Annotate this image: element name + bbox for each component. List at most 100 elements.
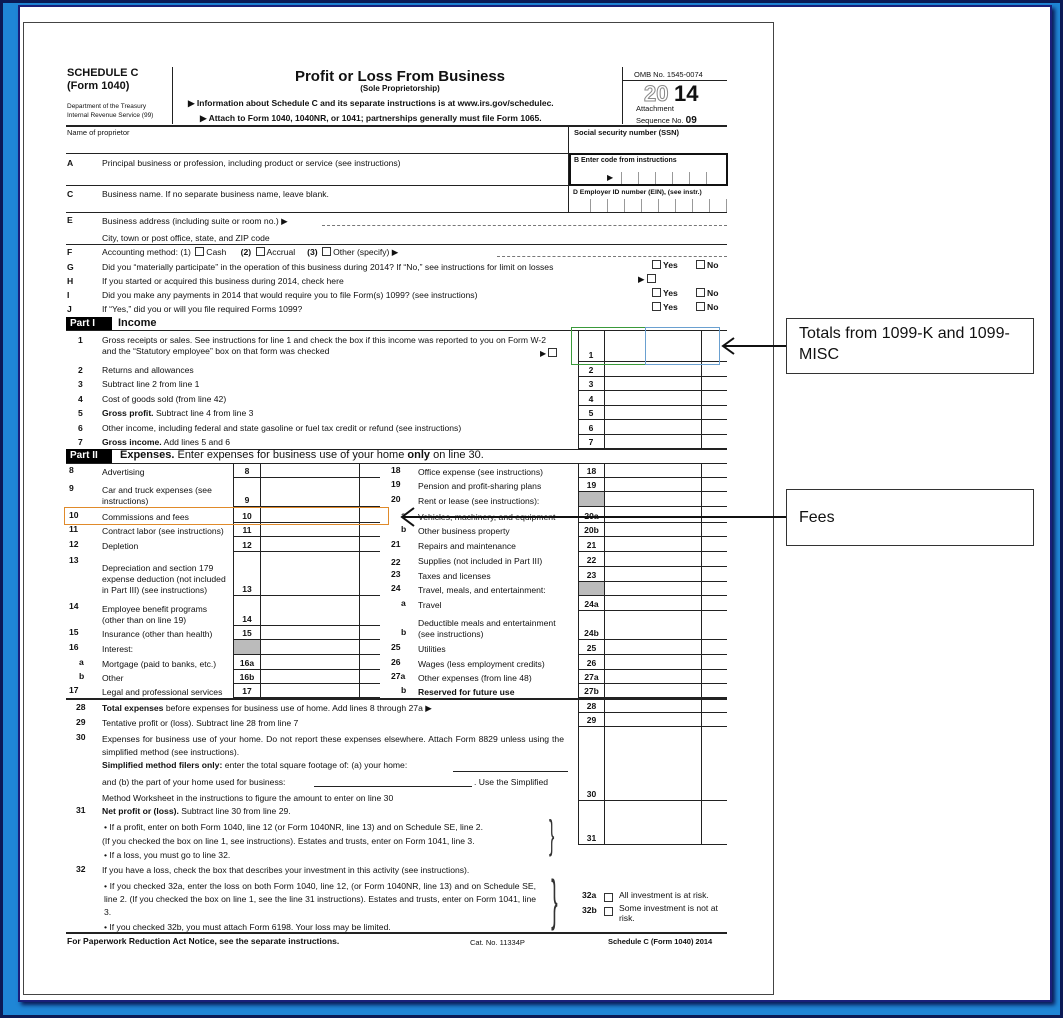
- arrow-totals: [721, 337, 786, 355]
- expense-15-label: Insurance (other than health): [102, 629, 213, 639]
- expense-21-amount[interactable]: [604, 537, 727, 552]
- expense-10-amount[interactable]: [260, 507, 380, 523]
- footer-notice: For Paperwork Reduction Act Notice, see …: [67, 936, 340, 946]
- line-3-amount[interactable]: [604, 377, 727, 391]
- line-code: 23: [578, 567, 604, 582]
- irs: Internal Revenue Service (99): [67, 112, 154, 119]
- line-29-label: Tentative profit or (loss). Subtract lin…: [102, 718, 299, 728]
- expense-12-amount[interactable]: [260, 537, 380, 552]
- expense-17-amount[interactable]: [260, 684, 380, 698]
- expense-16a-amount[interactable]: [260, 655, 380, 670]
- expense-16-label: Interest:: [102, 644, 134, 654]
- highlight-line10: [64, 507, 389, 525]
- at-risk-some-checkbox[interactable]: [604, 907, 613, 916]
- yes-checkbox[interactable]: [652, 288, 661, 297]
- question-F: Accounting method: (1) Cash (2) Accrual …: [102, 247, 399, 257]
- line-code: 20b: [578, 523, 604, 537]
- other-method-field[interactable]: [497, 256, 727, 257]
- line-4-amount[interactable]: [604, 391, 727, 406]
- yes-checkbox[interactable]: [652, 302, 661, 311]
- expense-16b-amount[interactable]: [260, 670, 380, 684]
- expense-24a-label: Travel: [418, 600, 442, 610]
- schedule-name: SCHEDULE C: [67, 67, 139, 79]
- year-outline: 20: [643, 81, 669, 107]
- line-number: 8: [69, 465, 74, 475]
- line-number: b: [401, 627, 407, 637]
- expense-13-amount[interactable]: [260, 552, 380, 596]
- expense-9-amount[interactable]: [260, 478, 380, 507]
- other-method-checkbox[interactable]: [322, 247, 332, 256]
- expense-24b-amount[interactable]: [604, 611, 727, 640]
- question-letter: F: [67, 247, 73, 257]
- line-number: 17: [69, 685, 79, 695]
- line-code: [578, 582, 604, 596]
- line-number: 22: [391, 557, 401, 567]
- yes-checkbox[interactable]: [652, 260, 661, 269]
- line-2-amount[interactable]: [604, 362, 727, 377]
- accrual-checkbox[interactable]: [255, 247, 265, 256]
- expense-24a-amount[interactable]: [604, 596, 727, 611]
- expense-27b-amount[interactable]: [604, 684, 727, 698]
- no-checkbox[interactable]: [696, 302, 705, 311]
- line-number: 7: [78, 437, 83, 447]
- line-code: 9: [233, 478, 260, 507]
- expense-20b-amount[interactable]: [604, 523, 727, 537]
- home-sqft-field[interactable]: [453, 771, 568, 772]
- expense-23-amount[interactable]: [604, 567, 727, 582]
- no-checkbox[interactable]: [696, 288, 705, 297]
- expense-27b-label: Reserved for future use: [418, 687, 515, 697]
- line-31-amount[interactable]: [604, 801, 727, 845]
- expense-8-amount[interactable]: [260, 463, 380, 478]
- line-code: [233, 640, 260, 655]
- line-code: 17: [233, 684, 260, 698]
- line-letter: E: [67, 215, 73, 225]
- line-number: b: [401, 524, 407, 534]
- expense-18-amount[interactable]: [604, 463, 727, 478]
- question-letter: H: [67, 276, 74, 286]
- line-30-label: Expenses for business use of your home. …: [102, 734, 564, 757]
- line-7-amount[interactable]: [604, 435, 727, 449]
- line-number: 24: [391, 583, 401, 593]
- address-field[interactable]: [322, 225, 727, 226]
- expense--amount[interactable]: [604, 582, 727, 596]
- line-29-amount[interactable]: [604, 713, 727, 727]
- line-code: 31: [578, 801, 604, 845]
- started-business-checkbox[interactable]: [646, 274, 656, 283]
- line-code: 19: [578, 478, 604, 492]
- line-5-amount[interactable]: [604, 406, 727, 420]
- expense-11-amount[interactable]: [260, 523, 380, 537]
- business-sqft-field[interactable]: [314, 786, 472, 787]
- attachment-label: Attachment: [636, 104, 674, 113]
- expense-26-amount[interactable]: [604, 655, 727, 670]
- expense-22-amount[interactable]: [604, 552, 727, 567]
- line-number: 3: [78, 379, 83, 389]
- line-30-amount[interactable]: [604, 727, 727, 801]
- expense-14-amount[interactable]: [260, 596, 380, 626]
- info-line: ▶ Information about Schedule C and its s…: [188, 98, 554, 108]
- no-checkbox[interactable]: [696, 260, 705, 269]
- expense--amount[interactable]: [260, 640, 380, 655]
- expense-8-label: Advertising: [102, 467, 145, 477]
- line-code: 15: [233, 626, 260, 640]
- line-1-amount[interactable]: [604, 330, 727, 362]
- ein-field[interactable]: [590, 199, 727, 212]
- expense-19-amount[interactable]: [604, 478, 727, 492]
- omb-number: OMB No. 1545-0074: [634, 70, 703, 79]
- statutory-employee-checkbox[interactable]: [548, 348, 558, 357]
- expense--amount[interactable]: [604, 492, 727, 507]
- expense-27a-amount[interactable]: [604, 670, 727, 684]
- line-code: 30: [578, 727, 604, 801]
- expense-15-amount[interactable]: [260, 626, 380, 640]
- cash-checkbox[interactable]: [195, 247, 205, 256]
- line-28-amount[interactable]: [604, 698, 727, 713]
- expense-25-amount[interactable]: [604, 640, 727, 655]
- expense-27a-label: Other expenses (from line 48): [418, 673, 532, 683]
- business-code-field[interactable]: B Enter code from instructions ▶: [569, 153, 728, 186]
- expense-20a-amount[interactable]: [604, 507, 727, 523]
- expense-12-label: Depletion: [102, 541, 139, 551]
- line-6-amount[interactable]: [604, 420, 727, 435]
- business-name-label: Business name. If no separate business n…: [102, 189, 329, 199]
- line-code: 2: [578, 362, 604, 377]
- at-risk-all-checkbox[interactable]: [604, 893, 613, 902]
- expense-17-label: Legal and professional services: [102, 687, 223, 697]
